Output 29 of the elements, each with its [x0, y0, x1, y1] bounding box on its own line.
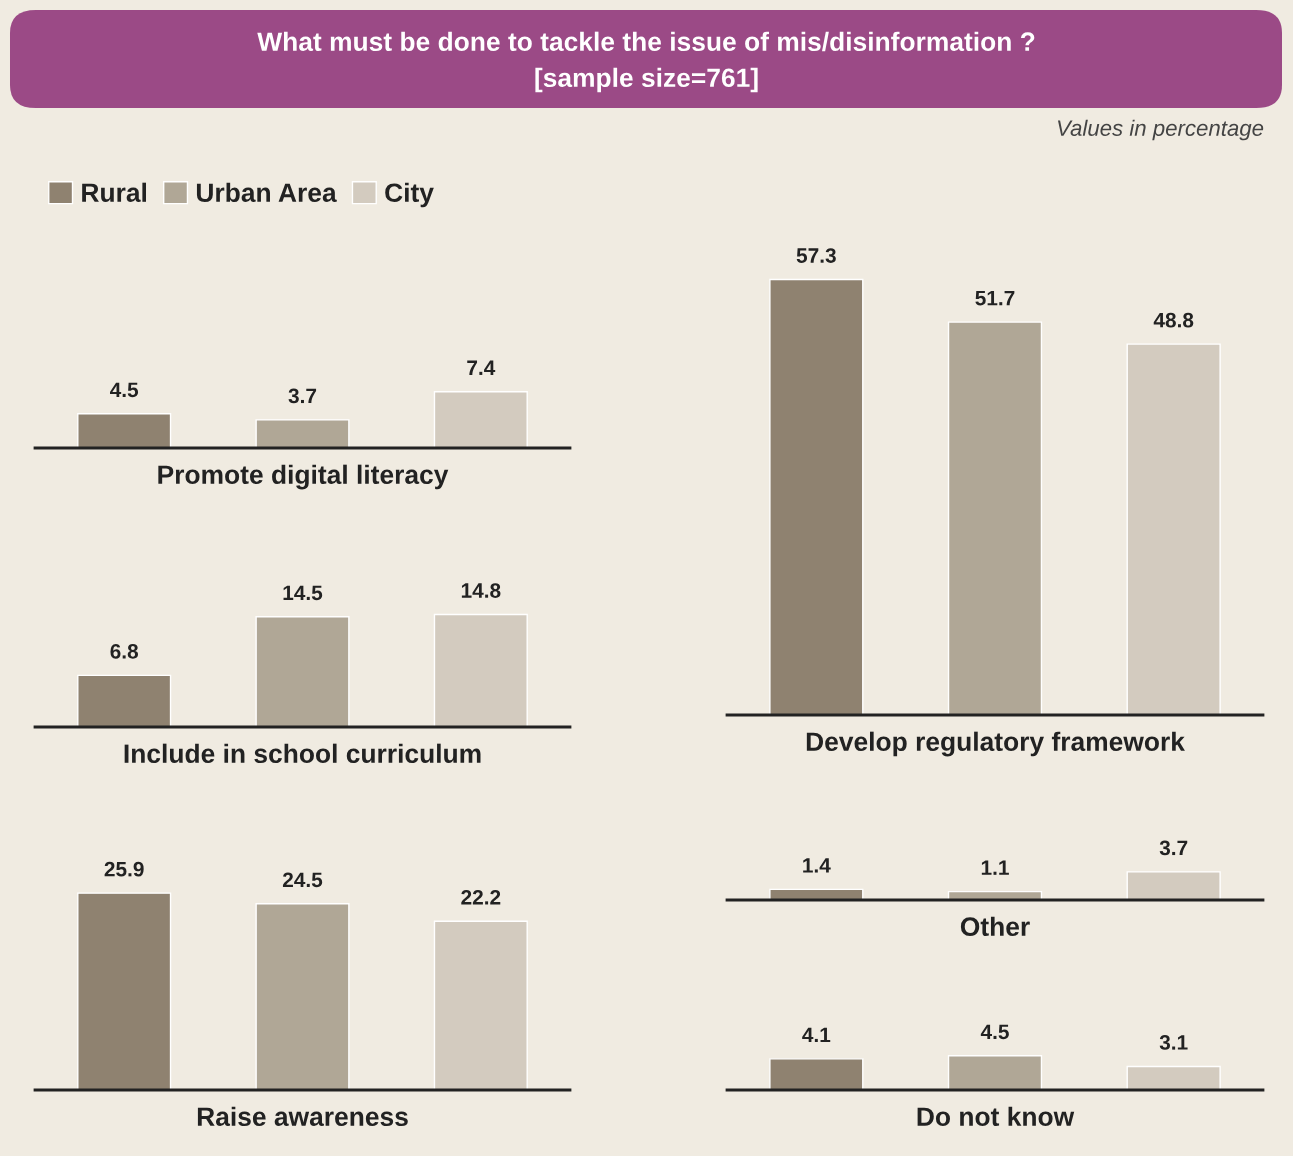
- x-axis-title: Do not know: [917, 1106, 1075, 1127]
- data-label: 48.8: [1153, 312, 1194, 328]
- x-axis-title: Raise awareness: [197, 1106, 408, 1127]
- data-label: 25.9: [104, 861, 144, 877]
- data-label: 3.7: [1159, 840, 1188, 856]
- x-axis-title: Other: [960, 916, 1030, 937]
- legend-label: City: [385, 182, 434, 208]
- data-label: 4.1: [802, 1027, 831, 1043]
- legend-label: Rural: [82, 182, 146, 203]
- data-label: 51.7: [975, 290, 1015, 306]
- data-label: 7.4: [467, 360, 496, 375]
- data-label: 1.4: [803, 858, 831, 873]
- data-label: 4.5: [980, 1024, 1009, 1040]
- data-label: 14.5: [283, 585, 323, 601]
- data-label: 6.8: [110, 643, 139, 659]
- data-label: 3.1: [1159, 1035, 1188, 1050]
- data-label: 4.5: [110, 382, 139, 398]
- legend-label: Urban Area: [196, 182, 337, 203]
- text: Values in percentage: [1057, 119, 1264, 141]
- x-axis-title: Include in school curriculum: [124, 743, 481, 764]
- x-axis-title: Develop regulatory framework: [806, 731, 1185, 757]
- x-axis-title: Promote digital literacy: [158, 464, 449, 490]
- data-label: 3.7: [288, 388, 317, 404]
- data-label: 1.1: [981, 860, 1009, 875]
- data-label: 14.8: [461, 583, 501, 598]
- data-label: 24.5: [282, 872, 323, 888]
- data-label: 22.2: [461, 889, 501, 905]
- data-label: 57.3: [796, 248, 836, 263]
- text: What must be done to tackle the issue of mis/disinformation ? [sample size=761]: [257, 31, 1035, 93]
